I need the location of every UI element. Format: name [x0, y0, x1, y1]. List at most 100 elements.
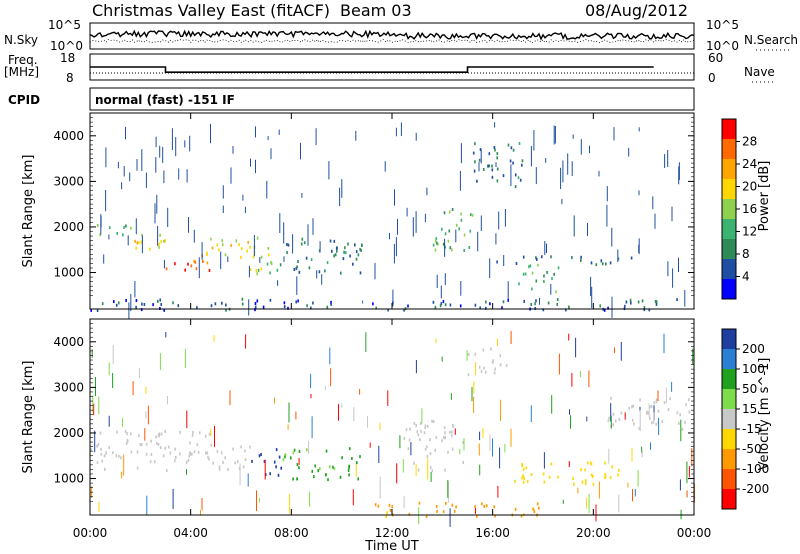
velocity-cell	[189, 452, 192, 456]
velocity-cell	[292, 477, 294, 481]
velocity-cell	[572, 477, 574, 481]
power-cell	[440, 302, 443, 306]
velocity-streak	[530, 405, 532, 423]
power-cell	[655, 302, 658, 306]
power-streak	[296, 276, 298, 295]
power-cell	[130, 226, 132, 230]
power-cell	[206, 253, 208, 257]
velocity-cell	[429, 438, 431, 442]
velocity-cell	[650, 405, 653, 408]
velocity-cell	[139, 443, 142, 447]
power-cell	[149, 247, 151, 251]
power-streak	[535, 167, 537, 185]
power-streak	[598, 170, 600, 177]
x-tick-label: 00:00	[677, 526, 712, 540]
power-cell	[310, 258, 313, 261]
power-streak	[591, 286, 593, 308]
velocity-cell	[590, 461, 592, 465]
power-cell	[629, 298, 632, 302]
power-cell	[143, 303, 146, 306]
power-cell	[502, 174, 505, 178]
power-cell	[372, 302, 374, 306]
velocity-colorbar-swatch	[722, 389, 736, 410]
power-cell	[343, 250, 345, 254]
power-cell	[276, 268, 279, 272]
cpid-panel-frame	[89, 87, 695, 111]
power-cell	[601, 262, 604, 266]
velocity-streak	[608, 448, 610, 464]
power-cell	[442, 242, 445, 246]
power-cell	[157, 299, 159, 303]
velocity-streak	[610, 403, 612, 422]
power-cell	[447, 239, 450, 243]
velocity-streak	[399, 435, 401, 449]
velocity-cell	[632, 404, 635, 408]
power-streak	[550, 283, 552, 295]
power-streak	[611, 296, 613, 318]
velocity-cell	[249, 445, 251, 449]
power-streak	[654, 213, 656, 229]
power-cell	[536, 257, 538, 261]
power-cell	[434, 248, 437, 252]
power-streak	[242, 194, 244, 201]
power-cell	[542, 308, 545, 312]
velocity-cell	[319, 467, 321, 471]
velocity-cell	[467, 373, 470, 377]
velocity-cell	[451, 447, 454, 451]
power-streak	[321, 274, 323, 285]
power-cell	[676, 298, 678, 302]
velocity-cell	[222, 461, 224, 464]
power-cell	[260, 255, 263, 259]
velocity-colorbar-tick-label: -15	[742, 422, 762, 436]
power-cell	[537, 263, 539, 267]
velocity-streak	[479, 464, 481, 476]
power-streak	[103, 254, 105, 264]
velocity-cell	[655, 398, 658, 402]
velocity-cell	[618, 468, 620, 472]
power-cell	[496, 260, 498, 264]
velocity-cell	[108, 446, 110, 450]
velocity-cell	[162, 454, 165, 458]
power-cell	[625, 300, 628, 304]
velocity-cell	[688, 410, 691, 414]
power-streak	[678, 166, 680, 185]
velocity-cell	[617, 473, 619, 477]
power-cell	[164, 239, 166, 243]
velocity-streak	[172, 488, 174, 509]
power-streak	[495, 162, 497, 167]
power-streak	[232, 146, 234, 154]
velocity-cell	[607, 419, 610, 423]
velocity-streak	[459, 448, 461, 455]
power-cell	[556, 298, 559, 302]
velocity-streak	[504, 443, 506, 453]
power-streak	[530, 146, 532, 167]
velocity-cell	[251, 459, 253, 463]
velocity-cell	[357, 477, 359, 481]
power-colorbar-swatch	[722, 279, 736, 300]
velocity-colorbar-swatch	[722, 429, 736, 450]
power-cell	[336, 249, 338, 253]
power-cell	[648, 308, 651, 312]
velocity-streak	[379, 422, 381, 430]
velocity-colorbar-tick-label: 15	[742, 402, 757, 416]
velocity-cell	[424, 424, 427, 428]
velocity-streak	[186, 410, 188, 429]
noise-right-tick-bottom: 10^0	[706, 39, 739, 53]
velocity-cell	[604, 473, 607, 476]
velocity-cell	[514, 479, 516, 483]
power-streak	[155, 157, 157, 173]
power-cell	[442, 300, 445, 304]
power-streak	[374, 262, 376, 280]
power-cell	[451, 248, 453, 252]
power-cell	[403, 308, 405, 312]
velocity-streak	[558, 353, 560, 375]
power-cell	[571, 256, 573, 260]
power-cell	[262, 305, 265, 309]
velocity-cell	[296, 477, 298, 481]
power-streak	[328, 161, 330, 180]
power-cell	[641, 299, 644, 303]
velocity-cell	[584, 482, 587, 486]
velocity-streak	[239, 463, 241, 485]
power-cell	[270, 262, 273, 266]
power-cell	[118, 301, 120, 305]
